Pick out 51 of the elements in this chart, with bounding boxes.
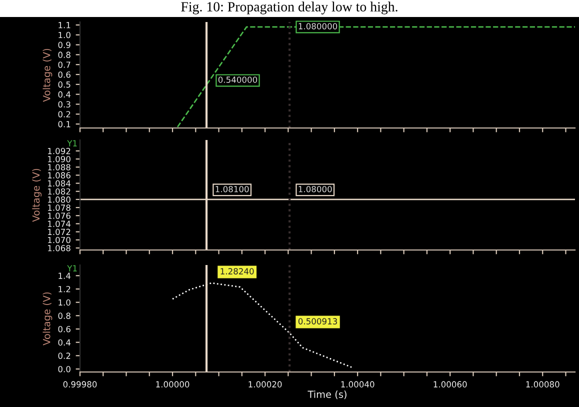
x-tick-label: 1.00080 [526, 381, 560, 388]
y-tick-label: 1.068 [48, 244, 70, 252]
y-tick-label: 0.2 [58, 111, 70, 118]
y-tick-label: 1.0 [58, 299, 70, 306]
y-tick-label: 0.8 [58, 312, 70, 319]
x-tick-label: 1.00020 [248, 381, 282, 388]
y-tick-label: 0.5 [58, 81, 70, 88]
y-tick-label: 1.090 [48, 156, 70, 162]
annotation: 1.08000 [298, 186, 332, 192]
y-tick-label: 0.6 [58, 71, 70, 78]
chart-title: Fig. 10: Propagation delay low to high. [181, 2, 398, 14]
y-tick-label: 0.2 [58, 352, 70, 359]
y-axis-title: Voltage (V) [32, 168, 42, 222]
text: Y1 [67, 140, 77, 146]
annotation: 0.500913 [298, 318, 337, 324]
y-axis-title: Voltage (V) [42, 48, 52, 102]
x-tick-label: 1.00040 [341, 381, 374, 388]
y-axis-title: Voltage (V) [42, 292, 52, 346]
y-tick-label: 1.088 [48, 164, 70, 170]
annotation: 0.540000 [218, 76, 258, 83]
x-tick-label: 1.00060 [434, 381, 467, 388]
y-tick-label: 1.1 [58, 22, 70, 28]
x-tick-label: 1.00000 [156, 381, 190, 388]
annotation: 1.080000 [298, 23, 338, 30]
annotation: 1.28240 [220, 268, 254, 274]
y-tick-label: 1.0 [58, 32, 70, 38]
y-tick-label: 0.3 [58, 101, 70, 108]
y-tick-label: 1.072 [48, 228, 70, 236]
y-tick-label: 1.084 [48, 180, 71, 187]
y-tick-label: 0.1 [58, 121, 70, 128]
y-tick-label: 1.078 [48, 204, 70, 211]
y-tick-label: 0.9 [58, 42, 70, 48]
y-tick-label: 1.2 [58, 286, 70, 292]
y-tick-label: 1.080 [48, 196, 70, 203]
y-tick-label: 1.074 [48, 220, 71, 227]
y-tick-label: 0.7 [58, 62, 70, 68]
y-tick-label: 1.092 [48, 148, 70, 154]
annotation: 1.08100 [216, 186, 249, 192]
y-tick-label: 1.076 [48, 212, 70, 219]
y-tick-label: 1.4 [58, 272, 71, 279]
y-tick-label: 0.6 [58, 326, 70, 332]
y-tick-label: 1.082 [48, 188, 70, 195]
x-tick-label: 0.99980 [63, 381, 97, 388]
y-tick-label: 0.4 [58, 91, 71, 98]
y-tick-label: 1.086 [48, 172, 70, 178]
y-tick-label: 0.0 [58, 366, 70, 372]
y-tick-label: 0.4 [58, 339, 71, 346]
y-tick-label: 1.070 [48, 236, 70, 244]
x-axis-title: Time (s) [308, 390, 346, 400]
text: Y1 [67, 265, 77, 272]
y-tick-label: 0.8 [58, 52, 70, 58]
